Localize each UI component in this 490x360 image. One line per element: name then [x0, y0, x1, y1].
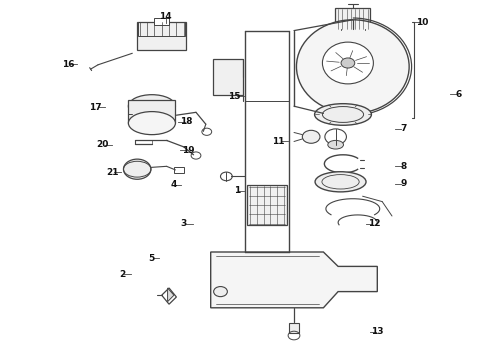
Text: 8: 8: [400, 162, 406, 171]
Circle shape: [341, 58, 355, 68]
Text: 16: 16: [62, 59, 74, 68]
Text: 5: 5: [148, 254, 154, 263]
Text: 19: 19: [182, 146, 195, 155]
Text: 20: 20: [96, 140, 109, 149]
Bar: [128, 100, 175, 123]
Circle shape: [325, 129, 346, 145]
Text: 4: 4: [171, 180, 177, 189]
Circle shape: [302, 130, 320, 143]
Bar: [213, 59, 243, 95]
Circle shape: [220, 172, 232, 181]
Ellipse shape: [315, 104, 371, 125]
Bar: [335, 8, 370, 29]
Text: 12: 12: [368, 219, 380, 228]
Text: 13: 13: [371, 328, 384, 336]
Text: 10: 10: [416, 18, 428, 27]
Bar: [154, 18, 169, 25]
Text: 11: 11: [272, 137, 285, 146]
Text: 2: 2: [119, 270, 125, 279]
Bar: [247, 185, 287, 225]
Ellipse shape: [128, 112, 175, 135]
Ellipse shape: [128, 95, 175, 118]
Polygon shape: [211, 252, 377, 308]
Bar: [139, 22, 185, 36]
Circle shape: [214, 287, 227, 297]
Text: 15: 15: [228, 92, 241, 101]
Bar: [137, 22, 186, 50]
Ellipse shape: [328, 140, 343, 149]
Ellipse shape: [322, 42, 373, 84]
Circle shape: [123, 159, 151, 179]
Text: 9: 9: [400, 179, 407, 188]
Bar: [289, 323, 299, 333]
Ellipse shape: [315, 172, 366, 192]
Text: 6: 6: [456, 90, 462, 99]
Text: 14: 14: [159, 12, 172, 22]
Text: 7: 7: [400, 124, 407, 133]
Polygon shape: [168, 288, 174, 302]
Ellipse shape: [296, 20, 409, 113]
Text: 18: 18: [180, 117, 193, 126]
Text: 1: 1: [234, 186, 240, 195]
Text: 3: 3: [181, 219, 187, 228]
Bar: [174, 167, 184, 173]
Polygon shape: [162, 288, 176, 304]
Text: 17: 17: [89, 103, 102, 112]
Circle shape: [191, 152, 201, 159]
Text: 21: 21: [106, 167, 119, 176]
